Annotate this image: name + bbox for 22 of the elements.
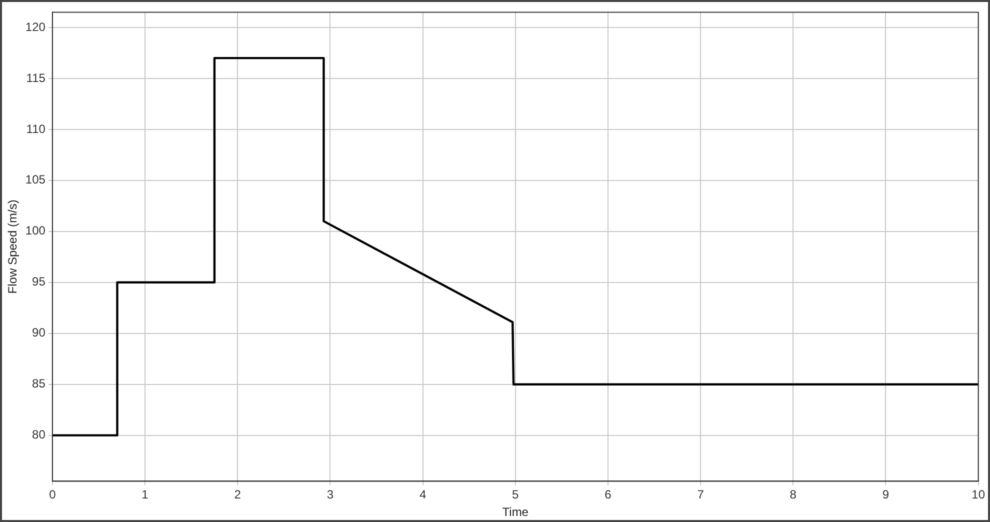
y-tick-label: 100 [25, 224, 46, 238]
y-tick-label: 95 [32, 274, 46, 289]
y-tick-label: 80 [32, 428, 46, 442]
y-tick-label: 110 [26, 122, 46, 136]
y-tick-label: 120 [25, 20, 46, 34]
x-tick-label: 9 [882, 488, 890, 502]
x-tick-label: 10 [972, 488, 986, 502]
x-tick-label: 0 [49, 488, 56, 502]
x-tick-label: 7 [697, 488, 704, 502]
x-tick-label: 3 [326, 488, 334, 502]
x-tick-label: 5 [512, 488, 520, 502]
y-tick-label: 90 [32, 326, 46, 340]
y-axis-title: Flow Speed (m/s) [6, 200, 20, 294]
y-tick-label: 105 [25, 172, 46, 187]
y-tick-label: 115 [26, 70, 46, 85]
y-tick-label: 85 [32, 376, 46, 391]
x-tick-label: 6 [604, 488, 612, 502]
x-axis-title: Time [502, 505, 529, 520]
x-tick-label: 4 [419, 488, 426, 502]
x-tick-label: 2 [234, 488, 242, 502]
x-tick-label: 8 [790, 488, 797, 502]
x-tick-label: 1 [142, 488, 149, 502]
